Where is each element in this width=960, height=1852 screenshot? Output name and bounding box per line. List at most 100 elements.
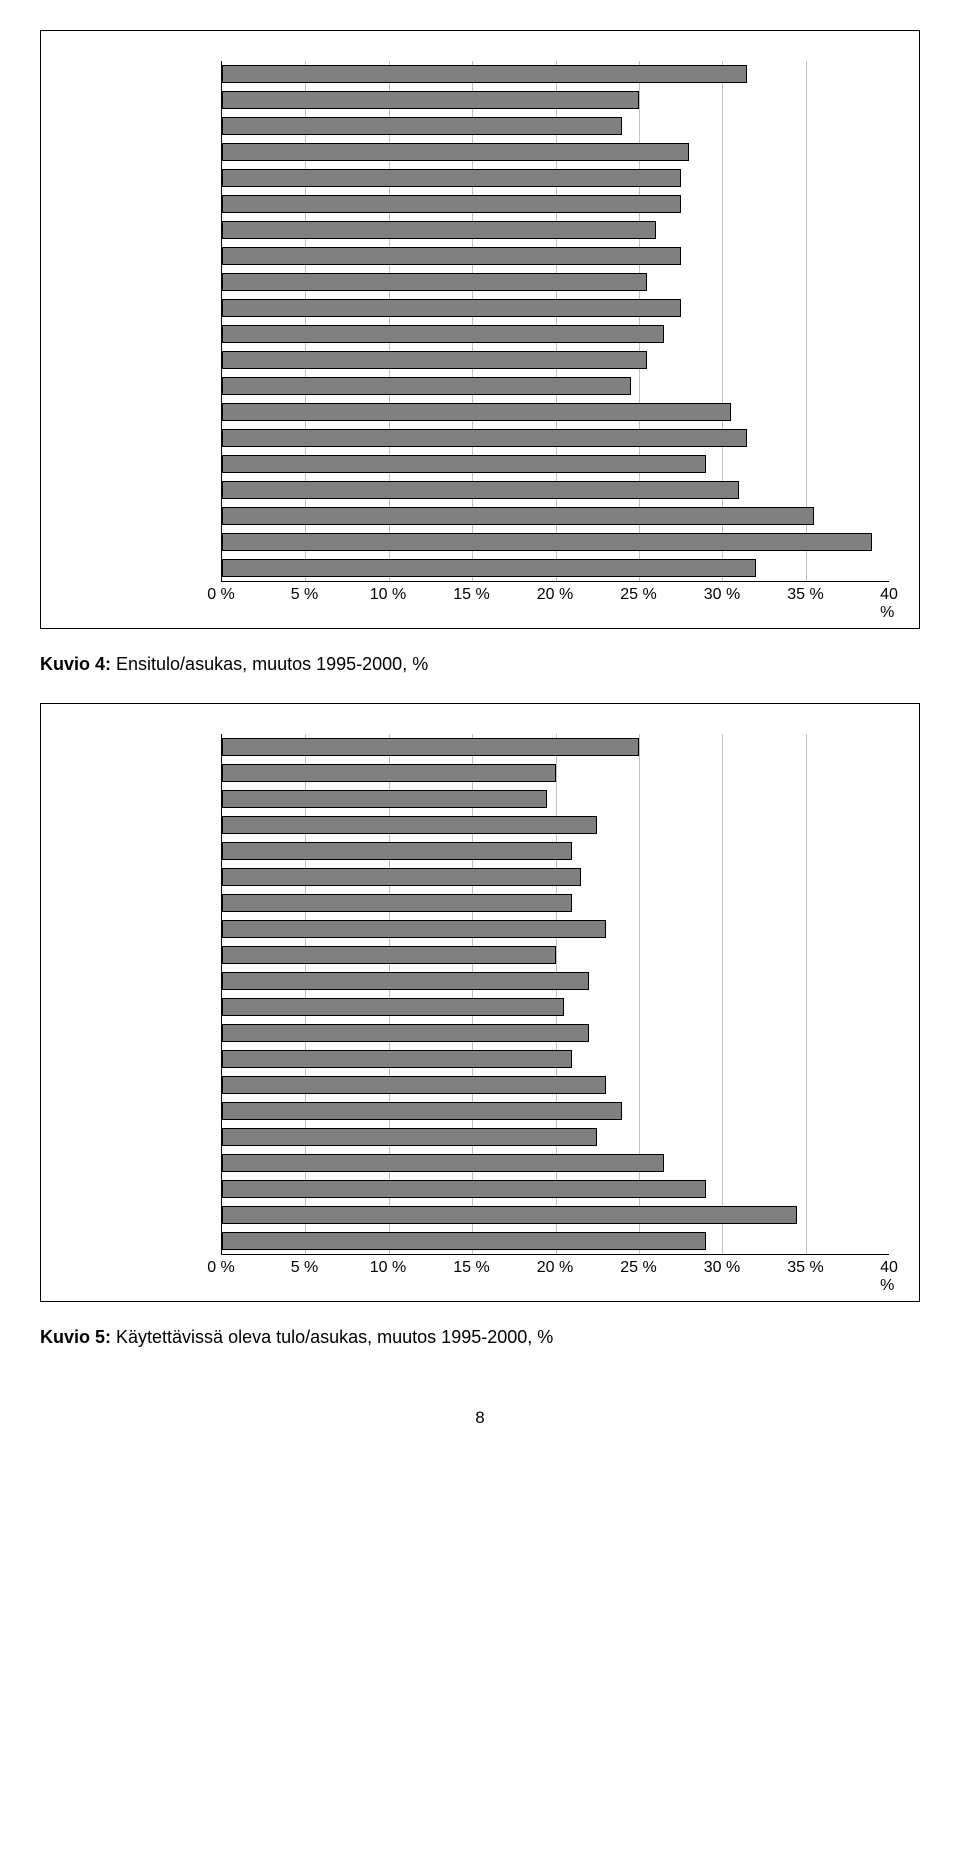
x-tick-label: 40 %: [880, 586, 898, 622]
chart-2-caption: Kuvio 5: Käytettävissä oleva tulo/asukas…: [40, 1327, 920, 1348]
chart-1-container: Itä-Uusimaa Kainuu Lappi Kanta-Häme Pohjois-…: [40, 30, 920, 629]
bar-label: Pohjanmaa: [221, 921, 222, 938]
bar-label: Pohjois-Karjala: [221, 999, 222, 1016]
bar-label: Pohjois-Savo: [221, 170, 222, 187]
caption-1-bold: Kuvio 4:: [40, 654, 111, 674]
bar-label: Kanta-Häme: [221, 817, 222, 834]
caption-2-bold: Kuvio 5:: [40, 1327, 111, 1347]
chart-1-caption: Kuvio 4: Ensitulo/asukas, muutos 1995-20…: [40, 654, 920, 675]
bar: [222, 842, 572, 860]
x-tick-label: 25 %: [620, 1259, 656, 1277]
bar-label: Etelä-Pohjanmaa: [221, 1077, 222, 1094]
bar-label: Satakunta: [221, 1025, 222, 1042]
bar-label: Pirkanmaa: [221, 1103, 222, 1120]
bar-label: Lappi: [221, 791, 222, 808]
bar: [222, 117, 622, 135]
bar-row: Pohjois-Karjala: [222, 321, 889, 347]
bar: [222, 169, 681, 187]
x-tick-label: 30 %: [704, 1259, 740, 1277]
bar-label: Itä-Uusimaa: [221, 66, 222, 83]
x-tick-label: 5 %: [291, 1259, 319, 1277]
bar: [222, 1076, 606, 1094]
bar-label: Pirkanmaa: [221, 430, 222, 447]
bar: [222, 816, 597, 834]
bar-label: Etelä-Karjala: [221, 222, 222, 239]
page-number: 8: [40, 1408, 920, 1428]
bar-row: Kanta-Häme: [222, 139, 889, 165]
bar-label: Pohjanmaa: [221, 248, 222, 265]
bar: [222, 533, 872, 551]
bar-label: Pohjois-Pohjanmaa: [221, 508, 222, 525]
bar-row: Kymenlaakso: [222, 373, 889, 399]
bar-row: Pohjois-Savo: [222, 165, 889, 191]
bar: [222, 559, 756, 577]
bar-label: Varsinais-Suomi: [221, 482, 222, 499]
chart-2-plot-area: Itä-Uusimaa Kainuu Lappi Kanta-Häme Pohjois-…: [221, 734, 889, 1255]
x-tick-label: 20 %: [537, 1259, 573, 1277]
bar-row: Varsinais-Suomi: [222, 477, 889, 503]
x-tick-label: 10 %: [370, 586, 406, 604]
bar-label: Etelä-Karjala: [221, 895, 222, 912]
bar-label: Keski-Suomi: [221, 973, 222, 990]
bar-row: Pohjanmaa: [222, 243, 889, 269]
bar: [222, 1102, 622, 1120]
bar: [222, 1206, 797, 1224]
bar-label: Pohjois-Pohjanmaa: [221, 1181, 222, 1198]
bar-row: Keski-Pohjanmaa: [222, 451, 889, 477]
bar-row: Satakunta: [222, 347, 889, 373]
bar-row: Satakunta: [222, 1020, 889, 1046]
chart-2-container: Itä-Uusimaa Kainuu Lappi Kanta-Häme Pohjois-…: [40, 703, 920, 1302]
chart-1-bars: Itä-Uusimaa Kainuu Lappi Kanta-Häme Pohjois-…: [222, 61, 889, 581]
bar: [222, 221, 656, 239]
bar-row: Kymenlaakso: [222, 1046, 889, 1072]
bar-label: Kymenlaakso: [221, 1051, 222, 1068]
bar-label: Pohjois-Karjala: [221, 326, 222, 343]
x-tick-label: 15 %: [453, 586, 489, 604]
x-tick-label: 35 %: [787, 1259, 823, 1277]
caption-2-text: Käytettävissä oleva tulo/asukas, muutos …: [111, 1327, 553, 1347]
caption-1-text: Ensitulo/asukas, muutos 1995-2000, %: [111, 654, 428, 674]
bar-row: Pohjois-Pohjanmaa: [222, 1176, 889, 1202]
chart-2-x-axis: 0 %5 %10 %15 %20 %25 %30 %35 %40 %: [221, 1259, 889, 1281]
chart-1-x-axis: 0 %5 %10 %15 %20 %25 %30 %35 %40 %: [221, 586, 889, 608]
bar-row: Päijät-Häme: [222, 864, 889, 890]
x-tick-label: 15 %: [453, 1259, 489, 1277]
bar-row: Etelä-Pohjanmaa: [222, 399, 889, 425]
bar: [222, 65, 747, 83]
x-tick-label: 20 %: [537, 586, 573, 604]
x-tick-label: 5 %: [291, 586, 319, 604]
x-tick-label: 0 %: [207, 1259, 235, 1277]
bar: [222, 894, 572, 912]
bar-row: Kainuu: [222, 87, 889, 113]
bar-label: Päijät-Häme: [221, 196, 222, 213]
bar-label: Uusimaa: [221, 534, 222, 551]
chart-1-plot-area: Itä-Uusimaa Kainuu Lappi Kanta-Häme Pohjois-…: [221, 61, 889, 582]
bar-label: Päijät-Häme: [221, 869, 222, 886]
bar-label: Kainuu: [221, 765, 222, 782]
bar: [222, 920, 606, 938]
bar-label: Keski-Suomi: [221, 300, 222, 317]
bar: [222, 299, 681, 317]
x-tick-label: 25 %: [620, 586, 656, 604]
x-tick-label: 0 %: [207, 586, 235, 604]
bar: [222, 1232, 706, 1250]
bar-label: Ahvenanmaa: [221, 1233, 222, 1250]
bar-row: Keski-Suomi: [222, 295, 889, 321]
bar: [222, 91, 639, 109]
x-tick-label: 30 %: [704, 586, 740, 604]
bar-label: Itä-Uusimaa: [221, 739, 222, 756]
x-tick-label: 10 %: [370, 1259, 406, 1277]
bar-row: Pohjois-Savo: [222, 838, 889, 864]
bar-row: Pohjois-Pohjanmaa: [222, 503, 889, 529]
bar-row: Lappi: [222, 786, 889, 812]
bar: [222, 195, 681, 213]
bar: [222, 325, 664, 343]
bar: [222, 790, 547, 808]
bar-row: Pohjanmaa: [222, 916, 889, 942]
bar-row: Keski-Suomi: [222, 968, 889, 994]
bar: [222, 377, 631, 395]
bar: [222, 247, 681, 265]
x-tick-label: 40 %: [880, 1259, 898, 1295]
bar-label: Lappi: [221, 118, 222, 135]
bar: [222, 998, 564, 1016]
